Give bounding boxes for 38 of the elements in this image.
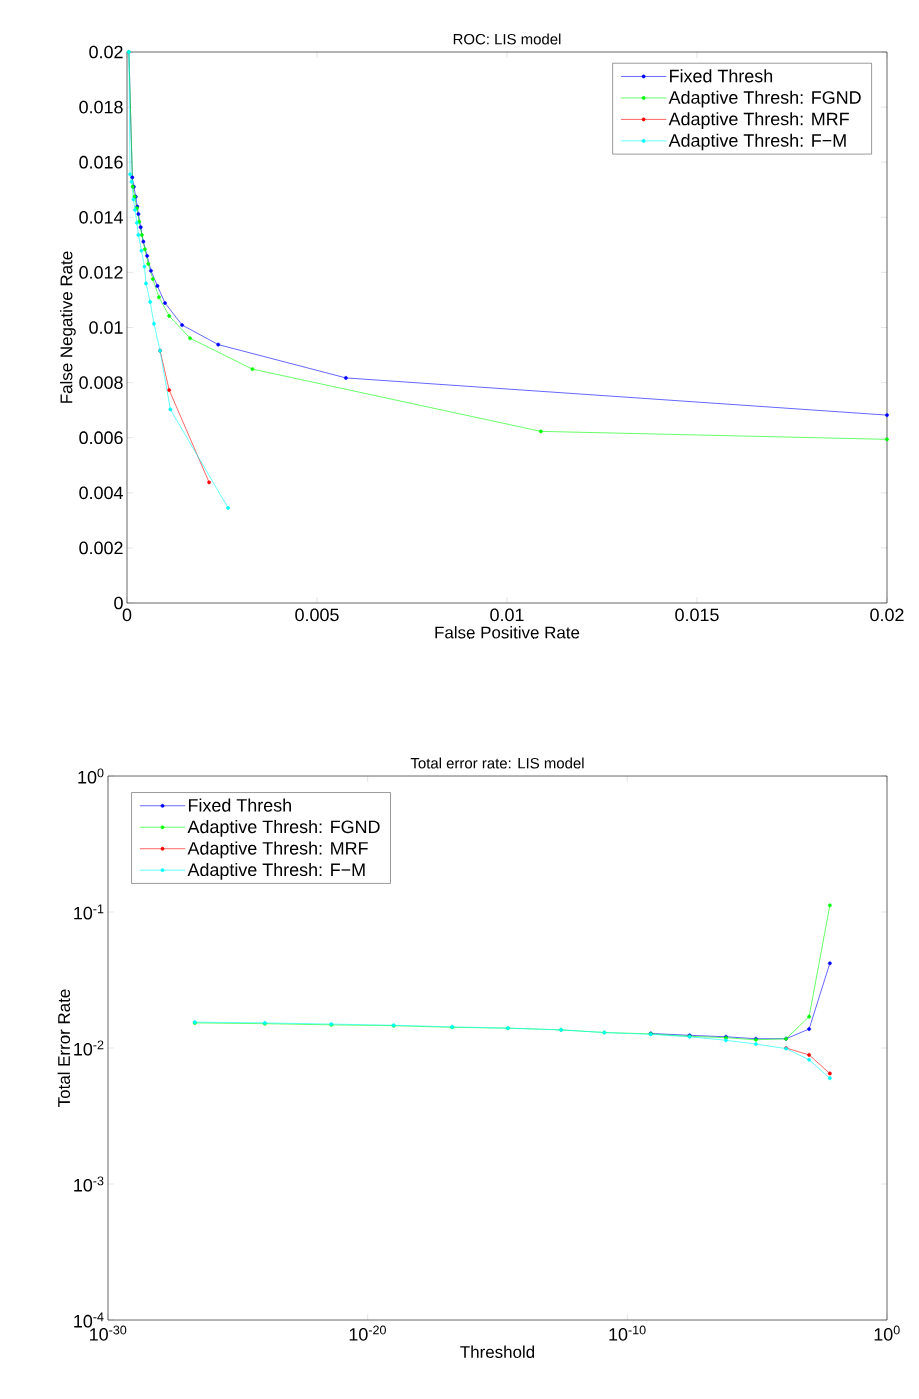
y-tick-label: 10$^{-4}$ xyxy=(74,1312,104,1328)
y-axis-title: Total Error Rate xyxy=(57,989,71,1107)
legend-label: Adaptive Thresh: MRF xyxy=(668,112,849,129)
legend-label: Adaptive Thresh: F−M xyxy=(668,133,846,151)
y-tick-label: 10$^{-3}$ xyxy=(74,1176,104,1192)
chart-title: Total error rate: LIS model xyxy=(410,757,584,769)
y-tick-label: 0.006 xyxy=(79,431,123,445)
x-tick-label: 10$^{-20}$ xyxy=(349,1325,386,1341)
y-tick-label: 0.016 xyxy=(79,155,123,169)
x-axis-title: Threshold xyxy=(460,1345,535,1359)
x-tick-label: 0.005 xyxy=(295,608,339,622)
x-tick-label: 0 xyxy=(122,608,132,622)
y-tick-label: 0.018 xyxy=(79,100,123,114)
y-tick-label: 10$^{-1}$ xyxy=(74,904,104,920)
x-tick-label: 10$^{0}$ xyxy=(874,1325,900,1341)
y-tick-label: 0.002 xyxy=(79,541,123,555)
legend-label: Adaptive Thresh: FGND xyxy=(668,90,861,108)
y-tick-label: 0 xyxy=(114,596,123,610)
x-tick-label: 10$^{-10}$ xyxy=(609,1325,646,1341)
x-axis-title: False Positive Rate xyxy=(435,626,580,639)
y-tick-label: 0.014 xyxy=(79,210,123,224)
y-tick-label: 0.004 xyxy=(79,486,123,500)
legend-label: Fixed Thresh xyxy=(670,69,773,83)
y-tick-label: 10$^{-2}$ xyxy=(74,1040,104,1056)
y-tick-label: 0.01 xyxy=(89,321,123,334)
y-tick-label: 0.012 xyxy=(79,266,123,279)
legend-label: Fixed Thresh xyxy=(188,798,291,812)
chart-title: ROC: LIS model xyxy=(453,33,561,45)
y-tick-label: 0.02 xyxy=(89,45,123,59)
x-tick-label: 0.01 xyxy=(490,608,524,622)
legend-label: Adaptive Thresh: MRF xyxy=(187,841,368,859)
legend-label: Adaptive Thresh: FGND xyxy=(187,820,380,837)
y-tick-label: 0.008 xyxy=(79,376,123,389)
x-tick-label: 0.02 xyxy=(870,608,904,622)
y-tick-label: 10$^{0}$ xyxy=(78,768,104,784)
x-tick-label: 0.015 xyxy=(675,608,719,622)
y-axis-title: False Negative Rate xyxy=(59,251,76,403)
legend-label: Adaptive Thresh: F−M xyxy=(187,862,365,880)
